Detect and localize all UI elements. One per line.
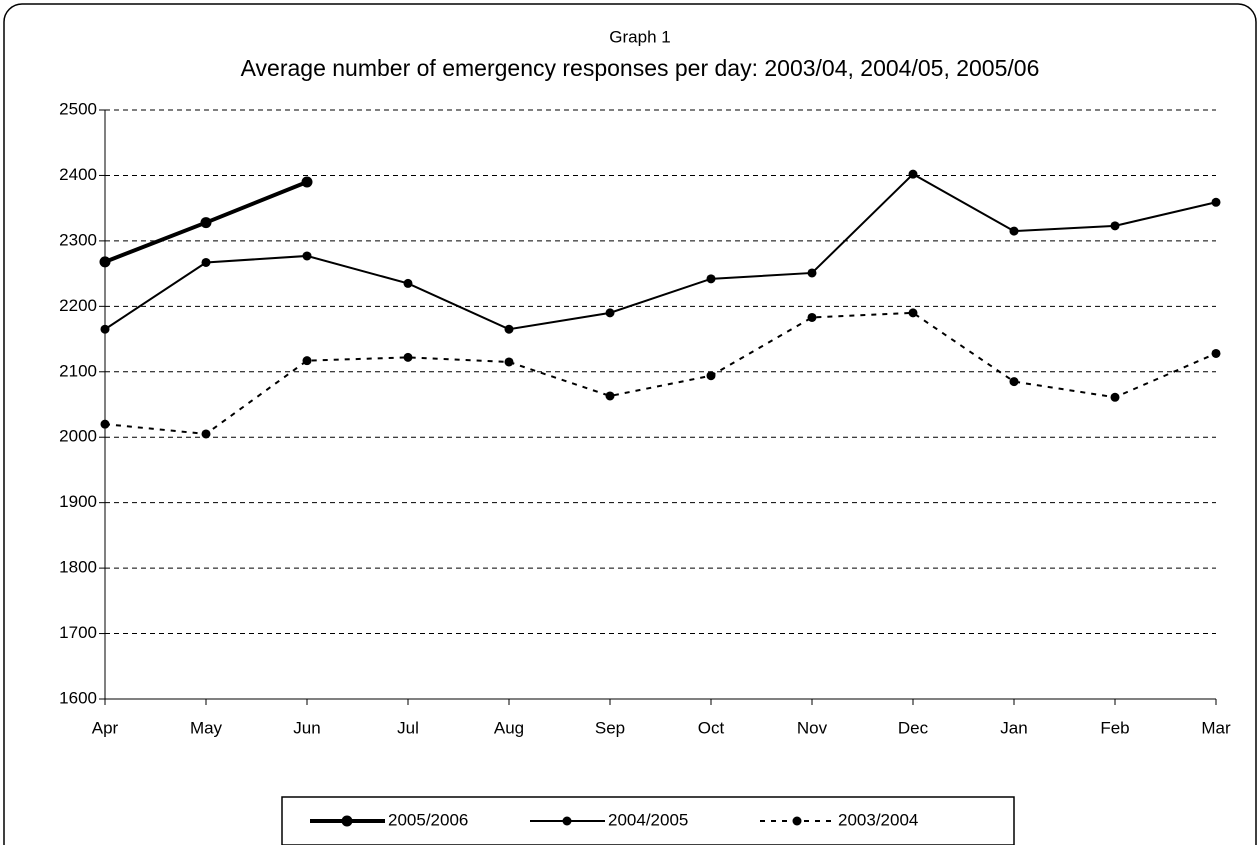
data-point	[1211, 197, 1221, 207]
series-line	[104, 172, 1217, 331]
y-tick-label: 2300	[59, 230, 97, 249]
legend-box	[281, 796, 1015, 845]
data-point	[807, 268, 817, 278]
data-point	[302, 356, 312, 366]
chart-title: Average number of emergency responses pe…	[241, 55, 1040, 81]
data-point	[504, 357, 514, 367]
x-tick-label: Oct	[698, 718, 725, 737]
x-tick-label: Sep	[595, 718, 625, 737]
y-tick-label: 2000	[59, 427, 97, 446]
data-point	[201, 429, 211, 439]
data-point	[200, 217, 212, 229]
legend-marker	[792, 816, 802, 826]
chart-subtitle: Graph 1	[609, 27, 670, 46]
x-tick-label: Jun	[293, 718, 320, 737]
x-tick-label: May	[190, 718, 223, 737]
legend-label: 2003/2004	[838, 810, 918, 829]
legend-label: 2005/2006	[388, 810, 468, 829]
data-point	[403, 278, 413, 288]
legend-marker	[562, 816, 572, 826]
y-tick-label: 1900	[59, 492, 97, 511]
y-tick-label: 1700	[59, 623, 97, 642]
data-point	[100, 419, 110, 429]
data-point	[605, 308, 615, 318]
data-point	[706, 274, 716, 284]
data-point	[302, 251, 312, 261]
data-point	[908, 308, 918, 318]
legend-label: 2004/2005	[608, 810, 688, 829]
x-tick-label: Jul	[397, 718, 419, 737]
y-tick-label: 2400	[59, 165, 97, 184]
data-point	[301, 176, 313, 188]
data-point	[908, 169, 918, 179]
y-tick-label: 2200	[59, 296, 97, 315]
data-point	[1110, 221, 1120, 231]
data-point	[1009, 226, 1019, 236]
x-tick-label: Apr	[92, 718, 119, 737]
y-tick-label: 2100	[59, 361, 97, 380]
data-point	[605, 391, 615, 401]
data-point	[100, 324, 110, 334]
series-line	[104, 311, 1217, 435]
data-point	[99, 256, 111, 268]
data-point	[1110, 392, 1120, 402]
x-tick-label: Jan	[1000, 718, 1027, 737]
x-tick-label: Nov	[797, 718, 828, 737]
y-tick-label: 1800	[59, 558, 97, 577]
data-point	[403, 352, 413, 362]
data-point	[706, 371, 716, 381]
chart-border	[3, 3, 1257, 845]
x-tick-label: Feb	[1100, 718, 1129, 737]
x-tick-label: Mar	[1201, 718, 1231, 737]
data-point	[504, 324, 514, 334]
x-tick-label: Dec	[898, 718, 929, 737]
data-point	[1009, 377, 1019, 387]
data-point	[1211, 348, 1221, 358]
data-point	[201, 257, 211, 267]
y-tick-label: 2500	[59, 99, 97, 118]
data-point	[807, 312, 817, 322]
legend-marker	[341, 815, 353, 827]
y-tick-label: 1600	[59, 688, 97, 707]
x-tick-label: Aug	[494, 718, 524, 737]
